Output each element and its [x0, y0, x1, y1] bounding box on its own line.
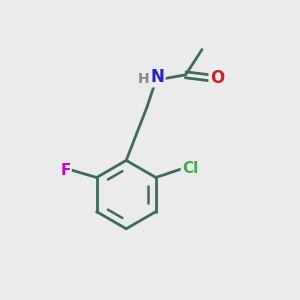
Text: O: O — [210, 69, 224, 87]
Text: N: N — [151, 68, 164, 86]
Text: H: H — [138, 72, 149, 86]
Text: Cl: Cl — [182, 161, 198, 176]
Text: F: F — [60, 163, 70, 178]
